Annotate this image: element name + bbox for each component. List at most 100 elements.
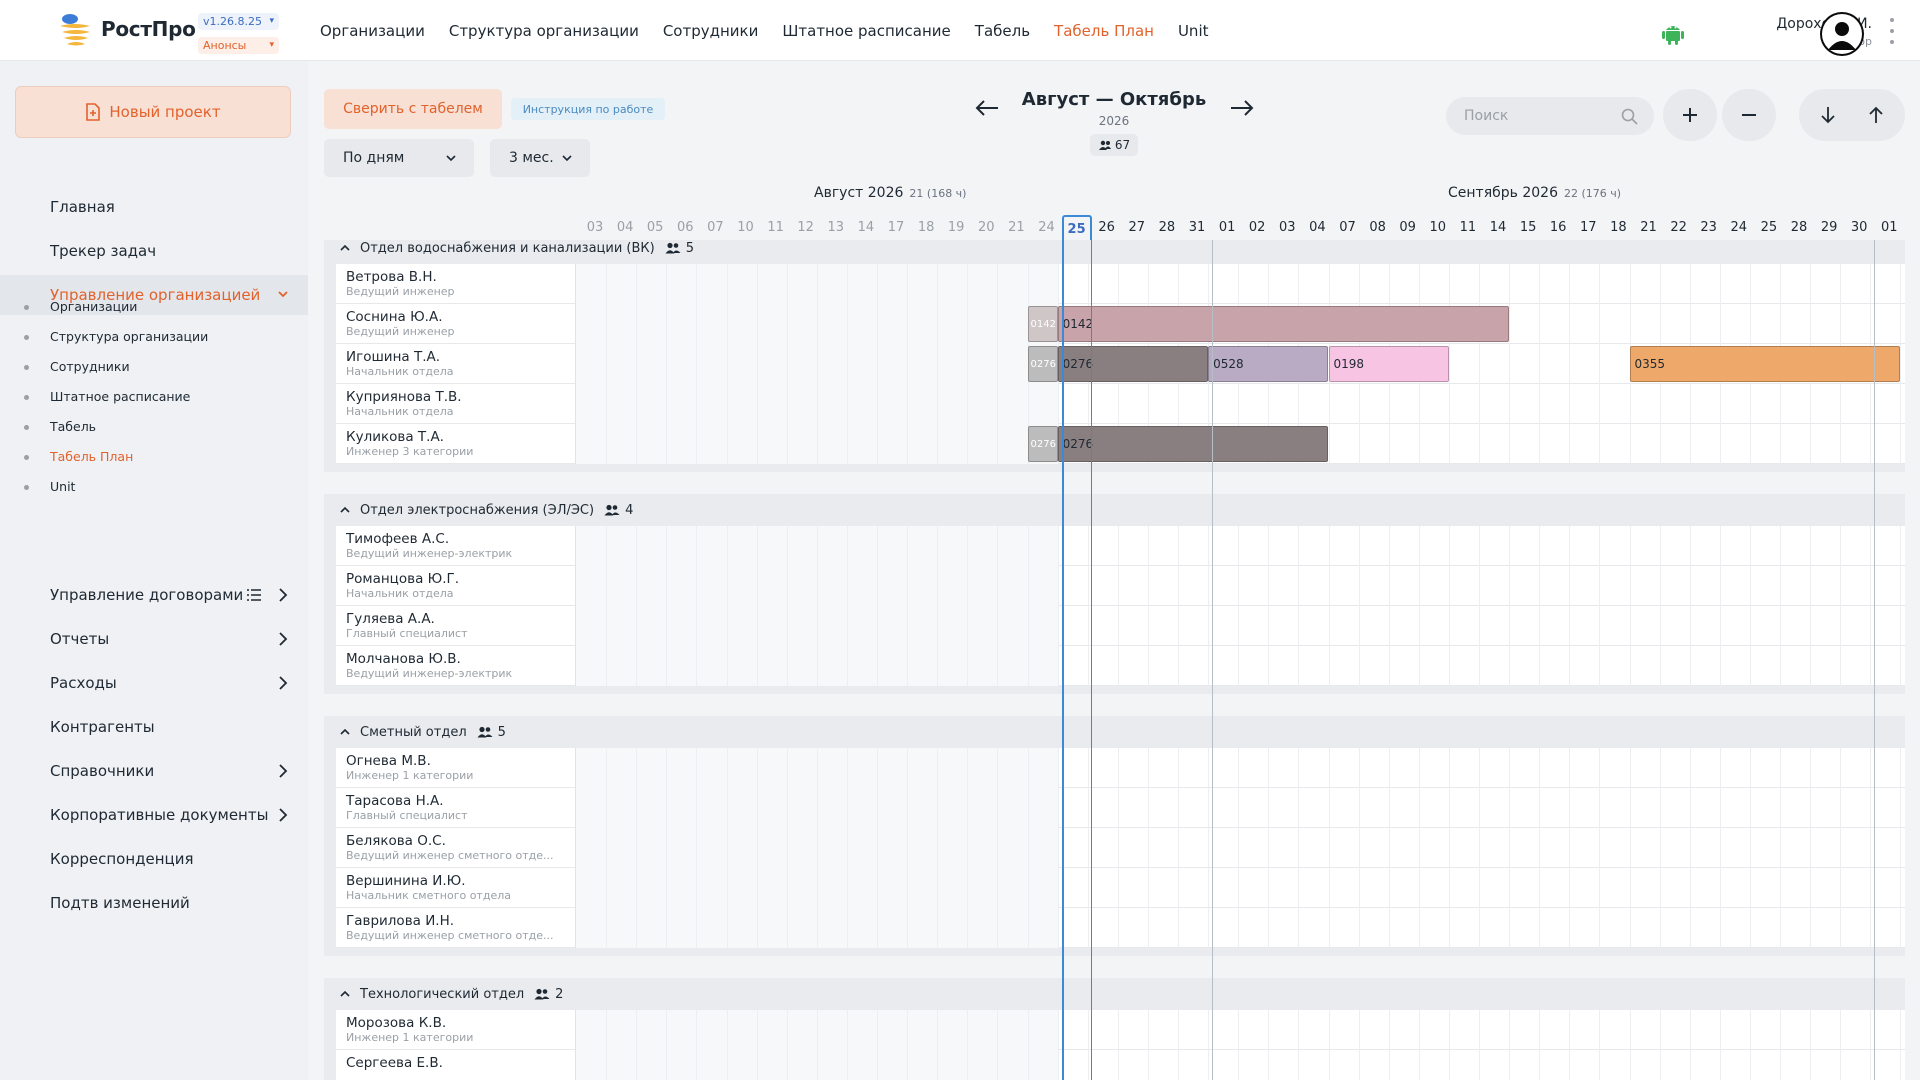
timeline-area[interactable] (576, 1010, 1905, 1050)
sidebar-item-contracts[interactable]: Управление договорами (0, 575, 308, 615)
group-by-select[interactable]: По дням (324, 139, 474, 177)
timeline-area[interactable] (576, 788, 1905, 828)
sidebar-subitem-5[interactable]: Табель (50, 419, 97, 434)
sidebar-item-folder[interactable]: Корпоративные документы (0, 795, 308, 835)
android-icon[interactable] (1660, 20, 1686, 46)
day-gridline (1719, 606, 1721, 646)
assignment-bar[interactable]: 0276 (1027, 426, 1058, 462)
timeline-area[interactable] (576, 264, 1905, 304)
timeline-area[interactable]: 0276 0276 (576, 424, 1905, 464)
logo-icon[interactable] (56, 10, 96, 50)
department-header[interactable]: Технологический отдел 2 (324, 978, 1905, 1010)
sidebar-item-mail[interactable]: Корреспонденция (0, 839, 308, 879)
version-badge[interactable]: v1.26.8.25 ▾ (198, 13, 279, 30)
sidebar-item-alert[interactable]: Подтв изменений (0, 883, 308, 923)
collapse-chevron-icon[interactable] (340, 987, 350, 1002)
timeline-area[interactable] (576, 566, 1905, 606)
assignment-bar[interactable]: 0142 (1057, 306, 1510, 342)
timeline-area[interactable] (576, 526, 1905, 566)
employee-row[interactable]: Морозова К.В. Инженер 1 категории (336, 1010, 1905, 1050)
nav-item-6[interactable]: Табель План (1054, 21, 1154, 40)
next-period-arrow-icon[interactable] (1229, 98, 1255, 118)
employee-row[interactable]: Вершинина И.Ю. Начальник сметного отдела (336, 868, 1905, 908)
sidebar-item-wallet[interactable]: Расходы (0, 663, 308, 703)
timeline-area[interactable] (576, 646, 1905, 686)
timeline-area[interactable] (576, 1050, 1905, 1080)
assignment-bar[interactable]: 0276 (1057, 426, 1329, 462)
collapse-chevron-icon[interactable] (340, 241, 350, 256)
timeline-area[interactable] (576, 748, 1905, 788)
timeline-area[interactable]: 0276 0276 0528 0198 0355 (576, 344, 1905, 384)
more-menu-icon[interactable] (1888, 18, 1896, 44)
employee-name: Романцова Ю.Г. (346, 571, 460, 587)
arrow-up-icon[interactable] (1869, 106, 1883, 124)
timeline-area[interactable] (576, 828, 1905, 868)
sidebar-item-tasks[interactable]: Трекер задач (0, 231, 308, 271)
sidebar-item-briefcase[interactable]: Контрагенты (0, 707, 308, 747)
nav-item-5[interactable]: Табель (974, 21, 1031, 40)
department-header[interactable]: Отдел водоснабжения и канализации (ВК) 5 (324, 240, 1905, 264)
employee-row[interactable]: Гуляева А.А. Главный специалист (336, 606, 1905, 646)
sidebar-subitem-4[interactable]: Штатное расписание (50, 389, 191, 404)
employee-row[interactable]: Молчанова Ю.В. Ведущий инженер-электрик (336, 646, 1905, 686)
reconcile-button[interactable]: Сверить с табелем (324, 89, 502, 129)
employee-row[interactable]: Куликова Т.А. Инженер 3 категории 0276 0276 (336, 424, 1905, 464)
sidebar-subitem-1[interactable]: Организации (50, 299, 138, 314)
assignment-bar[interactable]: 0528 (1208, 346, 1329, 382)
assignment-bar[interactable]: 0142 (1027, 306, 1058, 342)
news-badge[interactable]: Анонсы ▾ (198, 37, 279, 54)
new-project-button[interactable]: Новый проект (15, 86, 291, 138)
sidebar-item-book[interactable]: Справочники (0, 751, 308, 791)
nav-item-2[interactable]: Структура организации (448, 21, 639, 40)
sidebar-item-people[interactable]: Управление организацией (0, 275, 308, 315)
employee-row[interactable]: Куприянова Т.В. Начальник отдела (336, 384, 1905, 424)
list-icon[interactable] (246, 588, 262, 602)
timeline-area[interactable]: 0142 0142 (576, 304, 1905, 344)
department-header[interactable]: Отдел электроснабжения (ЭЛ/ЭС) 4 (324, 494, 1905, 526)
nav-item-1[interactable]: Организации (320, 21, 425, 40)
previous-period-arrow-icon[interactable] (974, 98, 1000, 118)
day-gridline (1147, 1050, 1149, 1080)
assignment-bar[interactable]: 0276 (1027, 346, 1058, 382)
zoom-in-button[interactable] (1663, 89, 1717, 141)
day-gridline (1539, 788, 1541, 828)
employee-row[interactable]: Ветрова В.Н. Ведущий инженер (336, 264, 1905, 304)
timeline-area[interactable] (576, 908, 1905, 948)
employee-row[interactable]: Белякова О.С. Ведущий инженер сметного от… (336, 828, 1905, 868)
employee-row[interactable]: Огнева М.В. Инженер 1 категории (336, 748, 1905, 788)
timeline-area[interactable] (576, 606, 1905, 646)
assignment-bar[interactable]: 0355 (1629, 346, 1901, 382)
employee-row[interactable]: Игошина Т.А. Начальник отдела 0276 0276 0528… (336, 344, 1905, 384)
sidebar-item-reports[interactable]: Отчеты (0, 619, 308, 659)
day-gridline (997, 646, 999, 686)
employee-row[interactable]: Соснина Ю.А. Ведущий инженер 0142 0142 (336, 304, 1905, 344)
sidebar-subitem-7[interactable]: Unit (50, 479, 76, 494)
arrow-down-icon[interactable] (1821, 106, 1835, 124)
search-input[interactable]: Поиск (1446, 97, 1654, 135)
day-gridline (907, 748, 909, 788)
employee-row[interactable]: Гаврилова И.Н. Ведущий инженер сметного о… (336, 908, 1905, 948)
employee-row[interactable]: Романцова Ю.Г. Начальник отдела (336, 566, 1905, 606)
zoom-out-button[interactable] (1722, 89, 1776, 141)
nav-item-4[interactable]: Штатное расписание (782, 21, 951, 40)
employee-row[interactable]: Тарасова Н.А. Главный специалист (336, 788, 1905, 828)
timeline-area[interactable] (576, 868, 1905, 908)
nav-item-7[interactable]: Unit (1177, 21, 1209, 40)
range-select[interactable]: 3 мес. (490, 139, 590, 177)
employee-row[interactable]: Тимофеев А.С. Ведущий инженер-электрик (336, 526, 1905, 566)
nav-item-3[interactable]: Сотрудники (662, 21, 759, 40)
sidebar-subitem-6[interactable]: Табель План (50, 449, 134, 464)
collapse-chevron-icon[interactable] (340, 503, 350, 518)
collapse-chevron-icon[interactable] (340, 725, 350, 740)
sidebar-item-dashboard[interactable]: Главная (0, 187, 308, 227)
assignment-bar[interactable]: 0276 (1057, 346, 1209, 382)
sidebar-subitem-3[interactable]: Сотрудники (50, 359, 130, 374)
day-gridline (1719, 828, 1721, 868)
assignment-bar[interactable]: 0198 (1328, 346, 1449, 382)
department-header[interactable]: Сметный отдел 5 (324, 716, 1905, 748)
timeline-area[interactable] (576, 384, 1905, 424)
employee-row[interactable]: Сергеева Е.В. (336, 1050, 1905, 1080)
sidebar-subitem-2[interactable]: Структура организации (50, 329, 209, 344)
instructions-button[interactable]: Инструкция по работе (511, 98, 665, 120)
avatar[interactable] (1820, 12, 1864, 56)
